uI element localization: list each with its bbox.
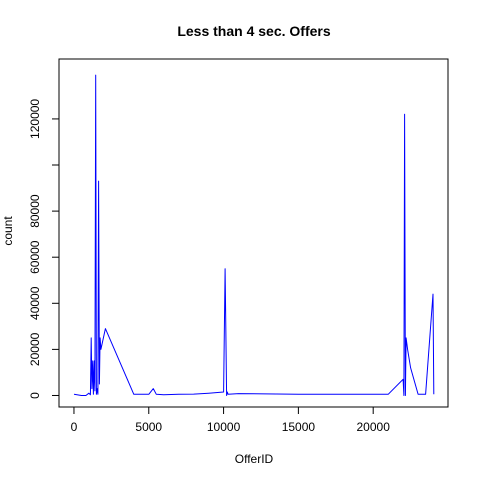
y-tick-label: 20000 bbox=[28, 332, 42, 366]
series-layer bbox=[73, 74, 435, 396]
y-tick-label: 60000 bbox=[28, 240, 42, 274]
x-axis-label: OfferID bbox=[235, 452, 274, 466]
y-axis: 0 20000 40000 60000 80000 120000 bbox=[28, 99, 60, 399]
x-tick-label: 10000 bbox=[207, 420, 241, 434]
y-tick-label: 40000 bbox=[28, 286, 42, 320]
x-tick-label: 5000 bbox=[135, 420, 162, 434]
x-tick-label: 15000 bbox=[282, 420, 316, 434]
y-tick-label: 120000 bbox=[28, 99, 42, 139]
chart-title: Less than 4 sec. Offers bbox=[177, 23, 331, 39]
series-line bbox=[73, 74, 435, 396]
x-tick-label: 20000 bbox=[357, 420, 391, 434]
y-axis-label: count bbox=[1, 216, 15, 246]
plot-frame bbox=[58, 58, 449, 408]
y-tick-label: 0 bbox=[28, 392, 42, 399]
x-tick-label: 0 bbox=[71, 420, 78, 434]
x-axis: 0 5000 10000 15000 20000 bbox=[71, 406, 391, 434]
y-tick-label: 80000 bbox=[28, 194, 42, 228]
